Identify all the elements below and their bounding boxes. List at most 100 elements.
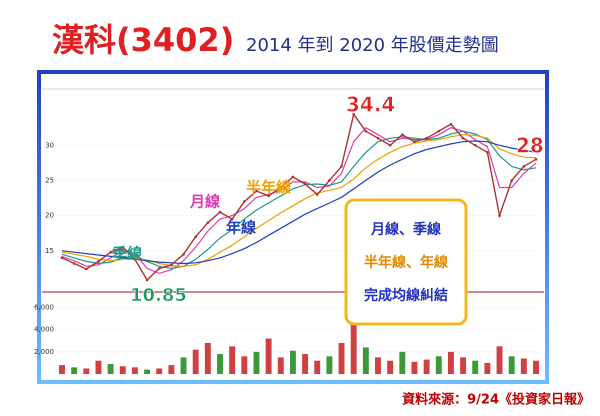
volume-bar — [289, 350, 296, 374]
volume-bar — [192, 349, 199, 374]
price-point — [352, 112, 355, 116]
price-point — [194, 235, 197, 239]
price-point — [437, 129, 441, 133]
price-point — [364, 129, 368, 133]
volume-bar — [59, 365, 65, 374]
peak-label: 34.4 — [346, 93, 395, 117]
price-point — [328, 179, 331, 182]
price-point — [109, 250, 112, 254]
series-label: 季線 — [112, 245, 142, 263]
volume-bar — [144, 369, 151, 374]
series-label: 半年線 — [246, 179, 291, 197]
callout-box — [344, 198, 468, 326]
volume-bar — [472, 360, 479, 374]
price-point — [121, 245, 125, 249]
plot-area — [41, 74, 545, 380]
price-point — [85, 267, 88, 271]
price-point — [243, 200, 246, 203]
volume-bar — [277, 357, 284, 374]
line — [61, 140, 537, 265]
price-point — [133, 257, 137, 261]
volume-bar — [460, 357, 467, 374]
volume-bar — [362, 347, 369, 374]
volume-bar — [156, 368, 163, 374]
y-tick-label: 2,000 — [34, 348, 54, 356]
volume-bar — [107, 364, 114, 374]
price-point — [145, 278, 149, 282]
volume-bar — [229, 346, 236, 374]
price-point — [315, 193, 319, 196]
volume-bar — [508, 356, 515, 374]
price-point — [157, 267, 161, 270]
volume-bar — [338, 342, 345, 374]
price-point — [72, 262, 76, 265]
line — [61, 112, 537, 282]
price-point — [230, 217, 234, 221]
volume-bar — [180, 357, 187, 374]
volume-bar — [241, 356, 248, 374]
volume-bar — [168, 365, 175, 374]
price-point — [255, 189, 258, 193]
price-point — [413, 140, 416, 144]
volume-bar — [435, 356, 442, 374]
y-tick-label: 25 — [45, 176, 54, 184]
callout-text: 完成均線糾結 — [364, 287, 448, 304]
price-point — [388, 143, 392, 147]
stock-name: 漢科(3402) — [52, 21, 234, 59]
price-point — [97, 260, 100, 263]
volume-bar — [350, 307, 357, 374]
subtitle: 2014 年到 2020 年股價走勢圖 — [246, 35, 499, 56]
price-point — [461, 136, 465, 140]
price-point — [267, 194, 270, 198]
volume-bar — [387, 360, 394, 374]
price-point — [473, 143, 477, 147]
volume-bar — [411, 361, 418, 374]
volume-bar — [496, 346, 503, 374]
volume-bar — [119, 366, 126, 374]
price-point — [376, 136, 380, 140]
volume-bar — [423, 359, 430, 374]
volume-bar — [217, 354, 223, 374]
callout-text: 半年線、年線 — [364, 254, 448, 271]
volume-bar — [71, 367, 78, 374]
y-tick-label: 4,000 — [34, 326, 54, 334]
volume-bar — [447, 351, 454, 374]
price-point — [498, 214, 501, 217]
y-tick-label: 15 — [45, 247, 54, 255]
series-label: 年線 — [226, 219, 256, 237]
price-point — [522, 165, 526, 168]
price-point — [206, 221, 210, 224]
price-point — [486, 150, 489, 154]
price-point — [425, 136, 428, 140]
price-point — [60, 256, 64, 260]
y-tick-label: 20 — [45, 212, 54, 220]
y-tick-label: 6,000 — [34, 304, 54, 312]
source: 資料來源：9/24《投資家日報》 — [402, 392, 590, 408]
volume-bar — [83, 368, 90, 374]
volume-bar — [533, 360, 539, 374]
volume-bar — [375, 357, 381, 374]
price-point — [401, 133, 404, 137]
volume-bar — [314, 360, 321, 374]
volume-pane: 2,000 4,000 6,000 — [34, 304, 539, 374]
price-point — [510, 179, 513, 182]
volume-bar — [302, 354, 309, 374]
volume-bar — [484, 362, 491, 374]
price-point — [303, 182, 307, 186]
last-label: 28 — [516, 134, 544, 158]
price-point — [449, 122, 453, 126]
callout-text: 月線、季線 — [370, 221, 441, 238]
price-point — [291, 175, 295, 179]
line — [61, 134, 537, 267]
price-point — [279, 186, 283, 189]
volume-bar — [520, 358, 527, 374]
price-point — [218, 210, 222, 214]
volume-bar — [326, 356, 333, 374]
volume-bar — [253, 351, 260, 374]
volume-bar — [131, 367, 138, 374]
price-pane: 15 20 25 30 — [45, 112, 538, 282]
series-label: 月線 — [189, 193, 220, 211]
volume-bar — [95, 360, 102, 374]
